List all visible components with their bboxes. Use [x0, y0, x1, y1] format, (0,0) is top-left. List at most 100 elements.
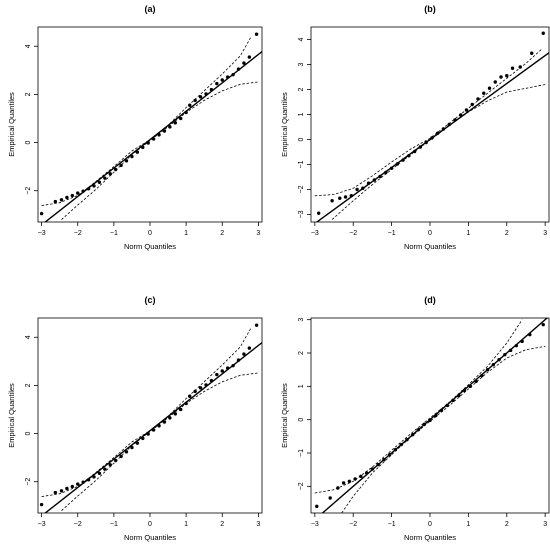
data-point — [231, 72, 235, 77]
y-tick-label: 2 — [298, 87, 305, 91]
data-point — [92, 184, 96, 188]
x-tick-label: 0 — [428, 230, 432, 237]
data-point — [359, 474, 363, 479]
data-point — [439, 408, 444, 413]
x-tick-label: 1 — [184, 230, 188, 237]
data-point — [418, 145, 423, 149]
data-point — [508, 348, 513, 353]
data-point — [209, 378, 214, 383]
y-tick-label: 3 — [298, 62, 305, 66]
data-point — [193, 389, 197, 394]
x-tick-label: 2 — [220, 230, 224, 237]
y-axis-label: Empirical Quantiles — [7, 92, 16, 157]
data-point — [510, 66, 515, 70]
data-point — [198, 386, 203, 390]
data-point — [480, 373, 484, 378]
x-tick-label: −3 — [38, 230, 46, 237]
data-point — [193, 98, 197, 103]
data-point — [491, 362, 496, 367]
data-point — [468, 384, 473, 389]
y-tick-label: 0 — [298, 137, 305, 141]
y-tick-label: 0 — [298, 418, 305, 422]
y-tick-label: −1 — [298, 160, 305, 168]
data-point — [355, 187, 359, 192]
reference-line — [44, 341, 262, 513]
data-point — [86, 187, 91, 191]
data-point — [349, 194, 354, 198]
y-tick-label: −2 — [25, 187, 32, 195]
data-point — [242, 352, 246, 356]
x-tick-label: 1 — [466, 521, 470, 528]
data-point — [162, 129, 167, 133]
y-tick-label: 2 — [25, 92, 32, 96]
y-axis-label: Empirical Quantiles — [280, 92, 289, 157]
data-point — [86, 478, 91, 482]
data-point — [184, 401, 188, 406]
x-axis-label: Norm Quantiles — [124, 533, 176, 542]
data-point — [343, 195, 348, 199]
x-tick-label: 3 — [543, 521, 547, 528]
y-axis-label: Empirical Quantiles — [7, 383, 16, 448]
data-point — [493, 80, 497, 84]
data-point — [499, 75, 503, 79]
data-point — [353, 477, 357, 481]
data-point — [53, 490, 58, 495]
data-point — [124, 159, 129, 163]
data-point — [124, 450, 129, 454]
data-point — [376, 462, 380, 467]
data-point — [113, 458, 118, 463]
data-point — [361, 186, 365, 190]
data-point — [341, 481, 346, 485]
x-tick-label: 3 — [543, 230, 547, 237]
data-point — [316, 211, 321, 215]
data-point — [520, 339, 524, 344]
qq-panel-b: (b) −3 −2 −1 0 1 2 3 Norm Quantiles −3 −2 −1 0 1 2 3 4 Em… — [280, 4, 550, 251]
x-tick-label: 1 — [184, 521, 188, 528]
x-tick-label: 2 — [220, 521, 224, 528]
reference-line — [315, 51, 549, 222]
data-point — [220, 78, 224, 82]
data-point — [188, 103, 192, 107]
data-point — [328, 496, 332, 500]
data-point — [146, 141, 150, 145]
data-point — [108, 463, 112, 467]
data-point — [179, 116, 183, 121]
y-tick-label: −2 — [298, 482, 305, 490]
data-point — [370, 467, 375, 471]
envelope-upper — [314, 49, 542, 197]
qq-panel-c: (c) −3 −2 −1 0 1 2 3 Norm Quantiles −2 0 2 4 Empirica… — [7, 295, 263, 542]
envelope-upper — [314, 319, 523, 494]
x-axis-label: Norm Quantiles — [124, 242, 176, 251]
data-point — [157, 133, 161, 137]
data-point — [441, 127, 446, 131]
envelope-lower — [61, 372, 259, 511]
data-point — [204, 92, 208, 96]
plot-area — [314, 318, 549, 513]
y-tick-label: 2 — [298, 351, 305, 355]
data-point — [336, 486, 340, 490]
y-tick-label: −3 — [298, 210, 305, 218]
y-axis-label: Empirical Quantiles — [280, 383, 289, 448]
x-tick-label: −1 — [388, 521, 396, 528]
data-point — [416, 427, 421, 432]
x-tick-label: −3 — [311, 230, 319, 237]
data-point — [242, 61, 246, 65]
plot-frame — [37, 26, 263, 223]
data-point — [395, 162, 400, 166]
data-point — [451, 398, 455, 403]
data-point — [168, 416, 172, 420]
data-point — [103, 467, 107, 471]
plot-area — [39, 323, 262, 513]
x-tick-label: −1 — [110, 230, 118, 237]
data-point — [179, 407, 183, 412]
data-point — [482, 91, 486, 95]
x-tick-label: 1 — [466, 230, 470, 237]
data-point — [151, 428, 156, 432]
qq-panel-a: (a) −3 −2 −1 0 1 2 3 Norm Quantiles −2 0 2 4 Empirica… — [7, 4, 263, 251]
data-point — [247, 346, 252, 350]
data-point — [157, 424, 161, 428]
data-point — [70, 484, 75, 489]
data-point — [236, 67, 241, 71]
data-point — [225, 75, 230, 79]
